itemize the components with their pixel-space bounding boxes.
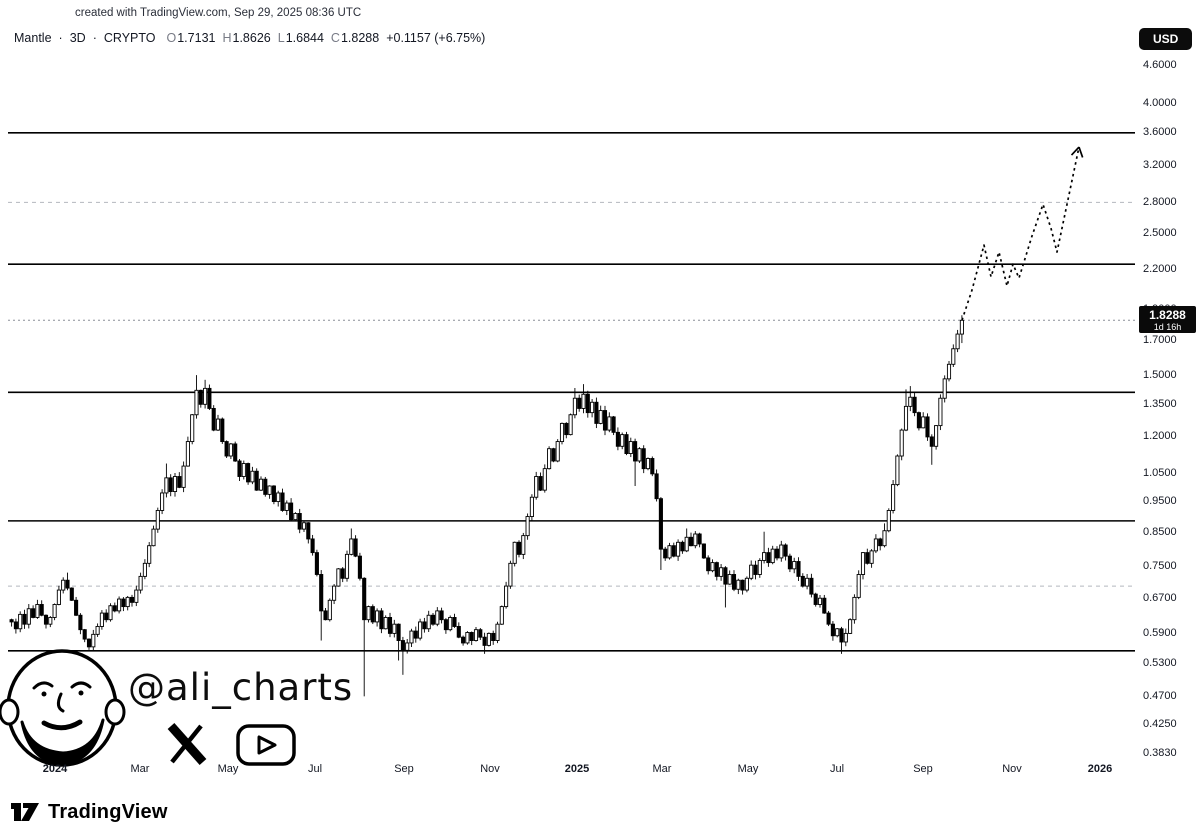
time-axis-label: Nov [1002, 763, 1022, 775]
footer-brand-text: TradingView [48, 800, 168, 823]
tradingview-logo-icon [11, 803, 39, 821]
time-axis-label: 2025 [564, 763, 590, 775]
footer-brand: TradingView [10, 799, 168, 825]
price-tick-label: 1.3500 [1143, 397, 1177, 410]
symbol-info-bar: Mantle · 3D · CRYPTO O1.7131 H1.8626 L1.… [14, 31, 485, 45]
time-axis-label: Nov [480, 763, 500, 775]
time-axis[interactable]: 2024 Mar May Jul Sep Nov 2025 Mar May Jul Sep Nov 20… [0, 763, 1200, 781]
price-tick-label: 1.7000 [1143, 334, 1177, 346]
price-tick-label: 0.6700 [1143, 591, 1177, 604]
price-tick-label: 4.6000 [1143, 58, 1177, 71]
price-tick-label: 2.2000 [1143, 262, 1177, 275]
time-axis-label: May [737, 763, 759, 775]
price-tick-label: 0.4250 [1143, 717, 1177, 730]
ohlc-low: L1.6844 [277, 31, 324, 45]
symbol-name[interactable]: Mantle [14, 31, 52, 45]
price-tick-label: 0.8500 [1143, 525, 1177, 538]
created-attribution: created with TradingView.com, Sep 29, 20… [75, 7, 362, 19]
time-axis-label: Jul [307, 763, 323, 775]
time-axis-label: Jul [829, 763, 845, 775]
time-axis-label: 2026 [1087, 763, 1113, 775]
price-tick-label: 1.0500 [1143, 467, 1177, 480]
price-tick-label: 4.0000 [1143, 97, 1177, 110]
price-tick-label: 0.5900 [1143, 626, 1177, 639]
x-logo-icon [167, 723, 207, 765]
support-resistance-levels[interactable] [8, 132, 1135, 652]
youtube-logo-icon [236, 724, 296, 766]
projected-path[interactable] [961, 146, 1084, 321]
time-axis-label: 2024 [42, 763, 68, 775]
time-axis-label: May [217, 763, 239, 775]
time-axis-label: Sep [913, 763, 933, 775]
time-axis-label: Mar [130, 763, 150, 775]
price-tick-label: 3.6000 [1143, 126, 1177, 139]
price-tick-label: 2.8000 [1143, 195, 1177, 208]
price-tick-label: 0.9500 [1143, 495, 1177, 508]
time-axis-label: Sep [394, 763, 414, 775]
last-price-badge: 1.8288 1d 16h [1139, 306, 1196, 334]
watermark-handle: @ali_charts [128, 666, 354, 709]
currency-badge[interactable]: USD [1139, 28, 1193, 50]
timeframe[interactable]: 3D [69, 31, 86, 45]
price-tick-label: 0.7500 [1143, 560, 1177, 573]
price-tick-label: 2.5000 [1143, 227, 1177, 240]
price-tick-label: 1.5000 [1143, 368, 1177, 381]
price-tick-label: 0.4700 [1143, 689, 1177, 702]
ohlc-open: O1.7131 [166, 31, 216, 45]
ohlc-high: H1.8626 [222, 31, 271, 45]
time-axis-label: Mar [652, 763, 672, 775]
bar-countdown: 1d 16h [1153, 322, 1182, 333]
separator: · [58, 31, 63, 45]
last-price-value: 1.8288 [1149, 308, 1186, 323]
ohlc-close: C1.8288 [330, 31, 380, 45]
price-tick-label: 3.2000 [1143, 158, 1177, 171]
price-tick-label: 0.3830 [1143, 746, 1177, 759]
ali-avatar-sketch [0, 649, 126, 767]
price-axis[interactable]: 4.6000 4.0000 3.6000 3.2000 2.8000 2.5000 2.20… [1143, 0, 1200, 785]
price-change: +0.1157 (+6.75%) [386, 31, 486, 45]
candles[interactable] [9, 315, 964, 697]
price-tick-label: 0.5300 [1143, 656, 1177, 669]
exchange: CRYPTO [103, 31, 156, 45]
price-tick-label: 1.2000 [1143, 430, 1177, 443]
separator: · [92, 31, 97, 45]
